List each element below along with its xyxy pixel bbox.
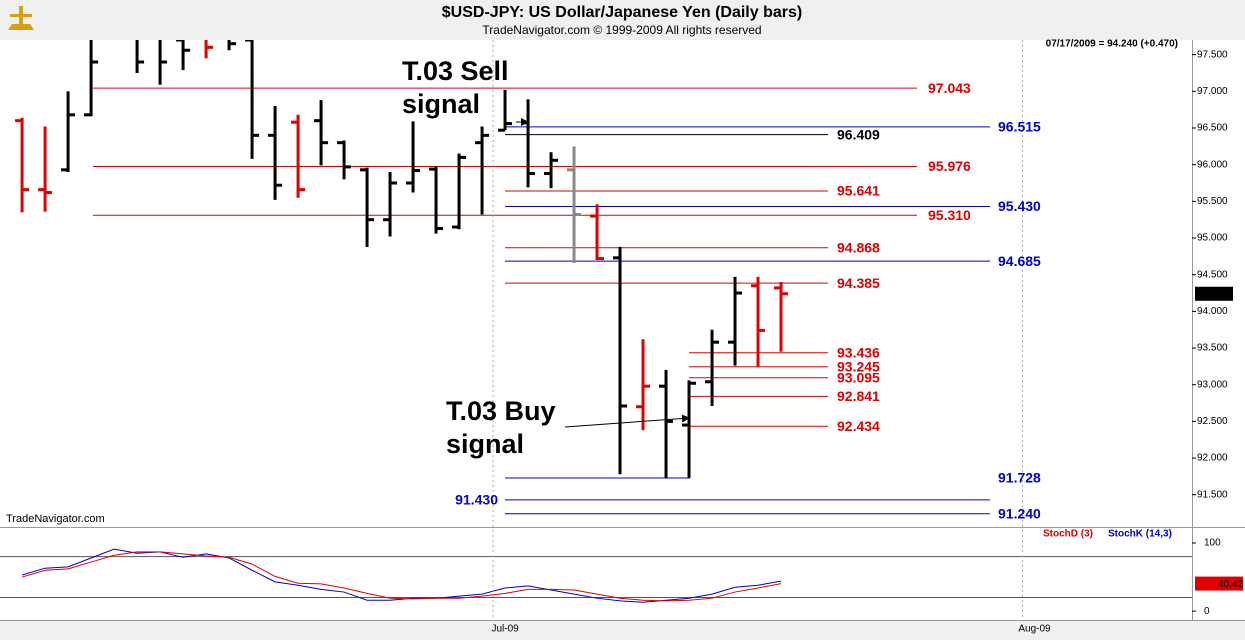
logo-icon (8, 6, 34, 30)
legend-entry: StochK (14,3) (1108, 529, 1172, 540)
level-label: 91.240 (998, 506, 1041, 522)
stoch-line (21, 548, 782, 603)
y-tick-label: 100 (1204, 538, 1221, 549)
price-plot (15, 40, 990, 515)
legend-entry: StochD (3) (1043, 529, 1093, 540)
y-tick-label: 0 (1204, 606, 1210, 617)
y-tick-label: 94.000 (1197, 306, 1228, 317)
annotation-text: signal (446, 429, 524, 459)
level-label: 95.976 (928, 158, 971, 174)
axis-panel (1192, 40, 1245, 620)
level-label: 95.430 (998, 198, 1041, 214)
level-label: 93.095 (837, 369, 880, 385)
y-tick-label: 91.500 (1197, 489, 1228, 500)
level-label: 91.430 (455, 492, 498, 508)
y-tick-label: 95.000 (1197, 233, 1228, 244)
stoch-plot (0, 548, 1192, 603)
stoch-line (21, 551, 782, 602)
level-label: 93.436 (837, 344, 880, 360)
y-tick-label: 92.000 (1197, 453, 1228, 464)
level-label: 91.728 (998, 470, 1041, 486)
level-label: 93.245 (837, 358, 880, 374)
chart-title: $USD-JPY: US Dollar/Japanese Yen (Daily … (442, 4, 802, 21)
source-label: TradeNavigator.com (6, 513, 105, 525)
x-tick-label: Aug-09 (1018, 624, 1051, 635)
y-tick-label: 96.000 (1197, 159, 1228, 170)
last-price-label: 94.240 (1197, 289, 1228, 300)
stoch-panel (0, 528, 1192, 620)
y-tick-label: 96.500 (1197, 123, 1228, 134)
y-tick-label: 93.500 (1197, 343, 1228, 354)
level-label: 92.434 (837, 418, 880, 434)
y-tick-label: 97.000 (1197, 86, 1228, 97)
annotation-arrow (564, 414, 690, 428)
chart-subtitle: TradeNavigator.com © 1999-2009 All right… (482, 23, 761, 37)
y-tick-label: 92.500 (1197, 416, 1228, 427)
level-label: 96.515 (998, 119, 1041, 135)
level-label: 92.841 (837, 388, 880, 404)
y-tick-label: 97.500 (1197, 49, 1228, 60)
level-label: 95.310 (928, 207, 971, 223)
annotation-text: signal (402, 89, 480, 119)
y-tick-label: 94.500 (1197, 269, 1228, 280)
last-value-label: 40.42 (1218, 579, 1243, 590)
level-label: 94.868 (837, 239, 880, 255)
overlay: 97.500 97.000 96.500 96.000 95.500 95.000 94.5… (402, 40, 1243, 635)
level-label: 95.641 (837, 183, 880, 199)
annotation-text: T.03 Buy (446, 396, 556, 426)
y-tick-label: 93.000 (1197, 379, 1228, 390)
level-label: 94.385 (837, 275, 880, 291)
last-value-box (1195, 576, 1243, 591)
level-label: 97.043 (928, 80, 971, 96)
level-label: 94.685 (998, 253, 1041, 269)
last-bar-note: 07/17/2009 = 94.240 (+0.470) (1046, 39, 1178, 50)
y-tick-label: 95.500 (1197, 196, 1228, 207)
last-price-box (1195, 286, 1233, 301)
annotation-text: T.03 Sell (402, 56, 509, 86)
level-label: 96.409 (837, 126, 880, 142)
x-tick-label: Jul-09 (491, 624, 519, 635)
